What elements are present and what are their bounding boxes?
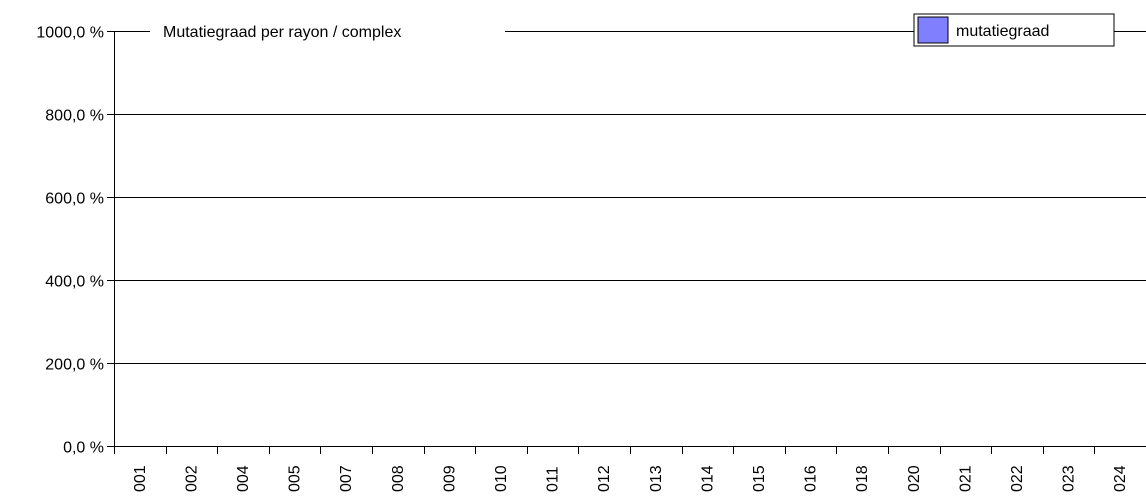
- x-tick-label: 012: [596, 465, 613, 492]
- x-tick-label: 001: [132, 465, 149, 492]
- x-tick-label: 014: [699, 465, 716, 492]
- legend: mutatiegraad: [913, 13, 1115, 47]
- x-tick-labels: 001 002 004 005 007 008 009 010 011 012 013 014 015 0…: [132, 465, 1129, 492]
- x-tick-label: 002: [183, 465, 200, 492]
- y-tick-label: 0,0 %: [63, 440, 104, 457]
- x-tick-label: 024: [1112, 465, 1129, 492]
- y-tick-label: 400,0 %: [45, 274, 104, 291]
- title-area: Mutatiegraad per rayon / complex: [150, 20, 505, 44]
- y-tick-label: 600,0 %: [45, 191, 104, 208]
- x-tick-label: 011: [545, 466, 562, 492]
- x-tick-label: 010: [493, 465, 510, 492]
- x-tick-label: 020: [906, 465, 923, 492]
- gridlines: [114, 31, 1146, 447]
- legend-swatch-mutatiegraad: [917, 16, 949, 44]
- x-tick-label: 013: [648, 465, 665, 492]
- x-tick-label: 023: [1061, 465, 1078, 492]
- x-tick-label: 004: [235, 465, 252, 492]
- x-tick-label: 021: [957, 465, 974, 492]
- x-tick-label: 022: [1009, 465, 1026, 492]
- y-tick-label: 800,0 %: [45, 108, 104, 125]
- y-tick-label: 1000,0 %: [36, 25, 104, 42]
- x-tick-label: 008: [390, 465, 407, 492]
- axes: [107, 31, 1095, 454]
- legend-label-mutatiegraad: mutatiegraad: [956, 23, 1049, 40]
- x-tick-label: 007: [338, 465, 355, 492]
- x-tick-label: 009: [441, 465, 458, 492]
- x-tick-label: 018: [854, 465, 871, 492]
- x-tick-label: 015: [751, 465, 768, 492]
- chart-title: Mutatiegraad per rayon / complex: [163, 24, 401, 41]
- y-tick-labels: 0,0 % 200,0 % 400,0 % 600,0 % 800,0 % 1000,0 …: [36, 25, 104, 457]
- x-tick-label: 016: [803, 465, 820, 492]
- y-tick-label: 200,0 %: [45, 357, 104, 374]
- x-tick-label: 005: [287, 465, 304, 492]
